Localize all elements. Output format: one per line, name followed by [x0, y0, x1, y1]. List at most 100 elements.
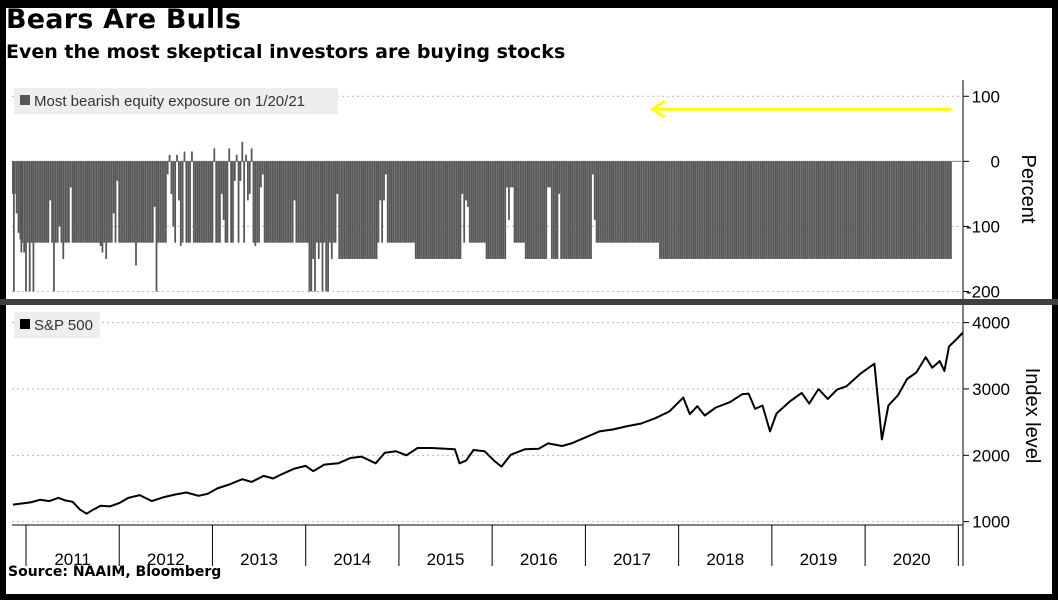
bar: [21, 161, 24, 243]
bar: [591, 161, 594, 175]
bar: [681, 161, 684, 259]
bar: [90, 161, 93, 243]
bar: [562, 161, 564, 259]
bar: [282, 161, 285, 243]
bar: [550, 161, 553, 259]
bar: [860, 161, 863, 259]
bar: [922, 161, 924, 259]
x-tick-label: 2017: [613, 550, 651, 569]
bar: [649, 161, 652, 243]
bar: [40, 161, 42, 243]
bar: [323, 161, 326, 243]
bar: [880, 161, 883, 259]
bar: [666, 161, 669, 259]
bar: [138, 161, 141, 243]
bar: [914, 161, 917, 259]
bar: [200, 161, 203, 243]
bar: [929, 161, 932, 259]
bar: [869, 161, 872, 259]
bar: [315, 161, 318, 243]
bar: [496, 161, 499, 259]
bar: [73, 161, 76, 243]
panel-separator: [0, 299, 1058, 305]
bar: [549, 161, 551, 188]
bar: [634, 161, 637, 243]
bar: [92, 161, 95, 243]
bar: [631, 161, 633, 243]
bar: [116, 161, 119, 181]
bar: [854, 161, 857, 259]
bar: [826, 161, 829, 259]
bar: [448, 161, 451, 259]
bar: [284, 161, 287, 243]
bar: [265, 161, 268, 243]
bar: [606, 161, 609, 243]
bar: [168, 154, 171, 162]
bar: [439, 161, 441, 259]
bar: [366, 161, 369, 259]
x-tick-label: 2019: [800, 550, 838, 569]
bar: [713, 161, 715, 259]
bar: [640, 161, 643, 243]
bar: [588, 161, 591, 259]
bar: [478, 161, 480, 243]
bar: [414, 161, 417, 259]
bar: [521, 161, 523, 243]
bar: [183, 151, 186, 162]
bar: [263, 161, 266, 243]
bar: [812, 161, 814, 259]
bar: [493, 161, 495, 259]
bar: [41, 161, 44, 243]
bar: [873, 161, 876, 259]
bar: [722, 161, 725, 259]
bar-series: [12, 141, 952, 292]
bar: [696, 161, 699, 259]
bar: [832, 161, 835, 259]
bar: [269, 161, 272, 243]
line-ylabel: Index level: [1021, 368, 1043, 464]
bar: [944, 161, 947, 259]
bar: [140, 161, 143, 243]
bar: [440, 161, 443, 259]
bar: [595, 161, 598, 243]
bar-legend-swatch: [20, 95, 30, 105]
bar: [455, 161, 458, 259]
bar: [688, 161, 691, 259]
bar: [784, 161, 786, 259]
bar: [412, 161, 415, 243]
bar: [12, 161, 14, 194]
bar: [785, 161, 788, 259]
bar: [386, 161, 389, 243]
bar: [396, 161, 398, 243]
line-panel-bg: [12, 306, 963, 525]
bar: [715, 161, 717, 259]
bar: [295, 161, 298, 243]
bar: [293, 161, 296, 201]
bar: [15, 161, 18, 214]
bar: [60, 161, 63, 243]
bar: [99, 161, 102, 246]
bar: [205, 161, 208, 243]
bar: [759, 161, 762, 259]
bar: [843, 161, 846, 259]
bar: [95, 161, 98, 243]
bar: [530, 161, 533, 259]
bar: [271, 161, 274, 243]
bar: [364, 161, 367, 259]
bar: [608, 161, 611, 243]
bar: [780, 161, 783, 259]
bar: [554, 161, 557, 259]
bar: [54, 161, 57, 243]
bar: [864, 161, 866, 259]
bar: [480, 161, 482, 243]
bar: [433, 161, 436, 259]
bar: [133, 161, 136, 243]
bar: [701, 161, 704, 259]
bar: [690, 161, 693, 259]
bar: [711, 161, 714, 259]
bar: [178, 161, 180, 201]
bar: [642, 161, 645, 243]
bar: [675, 161, 678, 259]
bar: [582, 161, 585, 259]
bar: [933, 161, 935, 259]
